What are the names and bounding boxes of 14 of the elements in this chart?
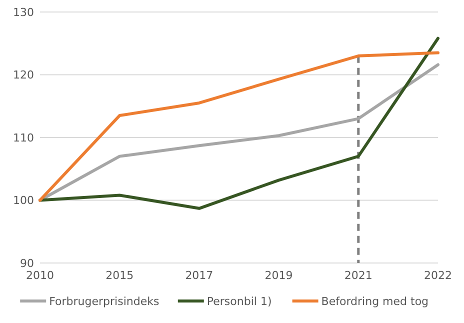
y-tick-label: 130 <box>13 6 34 19</box>
x-tick-label: 2021 <box>344 269 372 282</box>
x-tick-label: 2010 <box>26 269 54 282</box>
x-tick-label: 2019 <box>264 269 293 282</box>
y-tick-label: 120 <box>13 68 34 82</box>
y-tick-label: 110 <box>13 131 34 144</box>
y-tick-label: 100 <box>13 194 34 208</box>
legend-label: Personbil 1) <box>206 294 272 308</box>
legend-label: Befordring med tog <box>321 294 429 308</box>
x-tick-label: 2022 <box>424 269 452 282</box>
x-tick-label: 2015 <box>106 269 134 282</box>
legend-label: Forbrugerprisindeks <box>49 294 160 308</box>
y-tick-label: 90 <box>20 256 34 270</box>
x-tick-label: 2017 <box>185 269 214 282</box>
